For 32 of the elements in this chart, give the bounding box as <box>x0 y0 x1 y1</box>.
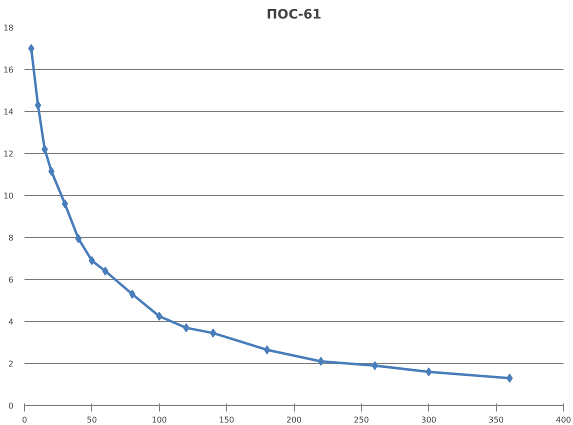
x-tick-label: 300 <box>421 416 436 424</box>
point <box>34 100 42 110</box>
y-tick-label: 10 <box>3 192 14 200</box>
point <box>318 356 324 366</box>
point <box>48 166 55 176</box>
point <box>506 374 513 383</box>
x-tick-label: 350 <box>488 416 504 424</box>
x-tick-label: 150 <box>218 416 234 424</box>
y-tick-label: 0 <box>8 402 14 410</box>
point <box>88 256 96 266</box>
y-tick-label: 8 <box>8 234 14 242</box>
x-tick-label: 0 <box>22 416 28 424</box>
point <box>62 199 68 208</box>
x-tick-label: 50 <box>86 416 97 424</box>
y-tick-label: 4 <box>8 318 14 326</box>
y-tick-label: 12 <box>3 150 14 158</box>
y-tick-label: 2 <box>8 360 14 368</box>
point <box>75 234 82 244</box>
y-tick-label: 14 <box>3 108 14 116</box>
chart-title: ПОС-61 <box>266 8 322 22</box>
point <box>372 361 378 370</box>
x-tick-label: 250 <box>354 416 370 424</box>
point <box>102 266 109 276</box>
point <box>264 345 270 354</box>
y-tick-label: 16 <box>3 66 14 74</box>
y-tick-label: 18 <box>3 24 14 32</box>
point <box>210 328 216 338</box>
x-tick-label: 200 <box>286 416 302 424</box>
x-tick-label: 100 <box>152 416 167 424</box>
y-tick-label: 6 <box>8 276 14 284</box>
x-tick-label: 400 <box>556 416 572 424</box>
point <box>28 44 34 53</box>
